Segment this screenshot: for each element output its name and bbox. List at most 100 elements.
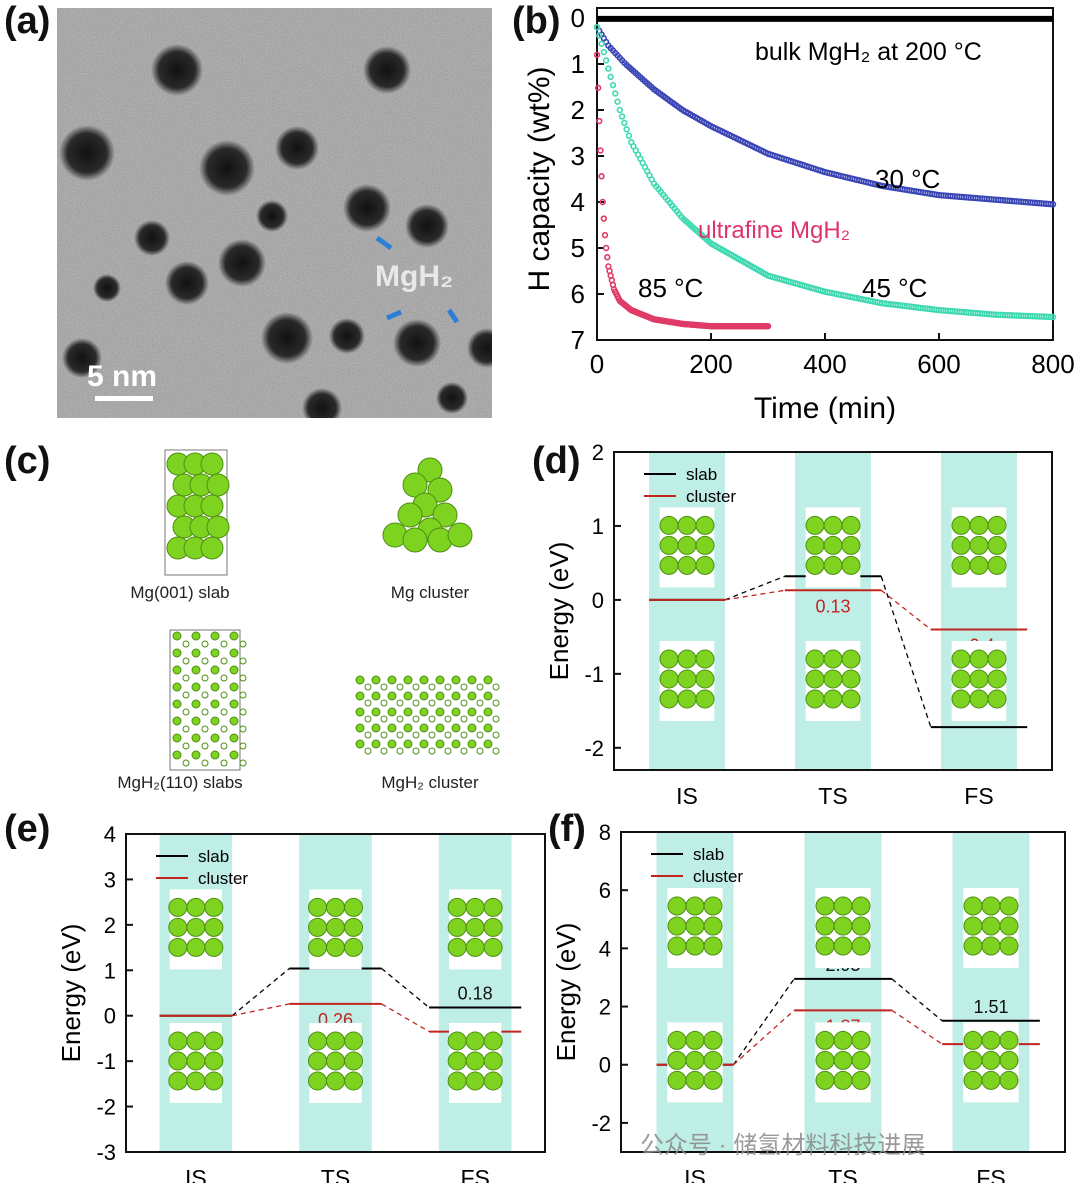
mg-atom [815,1050,835,1070]
h-atom [444,699,452,707]
mg-atom [951,555,971,575]
state-label: TS [321,1165,350,1183]
h-atom [444,715,452,723]
data-point [602,57,610,64]
mg-atom [204,897,224,917]
annotation-bulk: bulk MgH₂ at 200 °C [755,38,982,66]
mg-atom [403,707,413,717]
h-atom [182,674,190,682]
mg-atom [815,896,835,916]
h-atom [460,699,468,707]
mg-atom [326,1071,345,1091]
x-tick-label: 600 [917,349,960,379]
legend-label-slab: slab [686,465,717,484]
h-atom [476,715,484,723]
y-tick-label: 6 [599,878,611,903]
y-tick-label: -2 [584,736,604,761]
legend-label-cluster: cluster [693,867,743,886]
tem-particle [275,126,319,170]
mg-atom [823,689,843,709]
mg-atom [667,936,687,956]
mg-atom [344,1071,363,1091]
mg-atom [685,936,705,956]
mg-atom [204,1071,224,1091]
tem-particle [199,140,255,196]
mg-atom [851,1050,871,1070]
panel-label-b: (b) [512,0,561,42]
h-atom [460,747,468,755]
mg-atom [695,689,715,709]
h-atom [476,699,484,707]
data-point [601,231,609,239]
tem-particle [256,200,288,232]
mg-atom [432,502,458,528]
mg-atom [467,723,477,733]
h-atom [460,715,468,723]
mg-atom [815,1070,835,1090]
tem-particle [134,220,170,256]
mg-atom [172,733,182,743]
mg-atom [186,937,206,957]
y-axis-label: Energy (eV) [56,924,86,1063]
h-atom [380,731,388,739]
mg-atom [951,535,971,555]
y-tick-label: -2 [591,1111,611,1136]
legend-label-slab: slab [198,847,229,866]
mg-atom [355,675,365,685]
mg-atom [451,707,461,717]
mg-atom [447,937,467,957]
mg-atom [210,648,220,658]
mg-atom [833,1030,853,1050]
h-atom [182,691,190,699]
tem-particle [343,184,391,232]
h-atom [239,725,247,733]
tem-image: MgH₂ 5 nm [57,8,492,418]
h-atom [182,725,190,733]
series-t45 [593,24,1057,321]
mg-atom [999,1030,1019,1050]
mg-atom [483,739,493,749]
data-point [625,132,633,139]
mg-atom [467,675,477,685]
tem-particle [436,382,468,414]
tem-particle [329,318,365,354]
h-atom [364,747,372,755]
mg-atom [851,1030,871,1050]
data-point [593,24,601,31]
panel-label-e: (e) [4,808,51,850]
mg-atom [851,936,871,956]
connector-cluster [232,1003,290,1017]
connector-cluster [733,1009,795,1066]
mg-atom [667,896,687,916]
mg-atom [695,555,715,575]
h-atom [201,674,209,682]
mg-atom [172,750,182,760]
scale-bar [95,396,153,401]
h-atom [239,674,247,682]
state-label: FS [964,783,993,805]
mg-atom [191,682,201,692]
h-atom [428,683,436,691]
mg-atom [685,1030,705,1050]
mg-atom [402,527,428,553]
y-tick-label: 5 [571,233,585,263]
h-atom [182,657,190,665]
mg-atom [805,535,825,555]
tem-particle [363,46,411,94]
mg-atom [805,649,825,669]
mg-atom [229,733,239,743]
data-point [602,244,610,252]
h-atom [201,708,209,716]
mg-atom [451,675,461,685]
h-atom [364,683,372,691]
y-tick-label: -1 [96,1049,116,1074]
y-tick-label: 1 [571,49,585,79]
y-tick-label: 2 [104,913,116,938]
mg-atom [419,723,429,733]
mg-atom [483,691,493,701]
h-atom [182,708,190,716]
h-atom [396,699,404,707]
mg-atom [168,937,188,957]
mg-atom [659,535,679,555]
